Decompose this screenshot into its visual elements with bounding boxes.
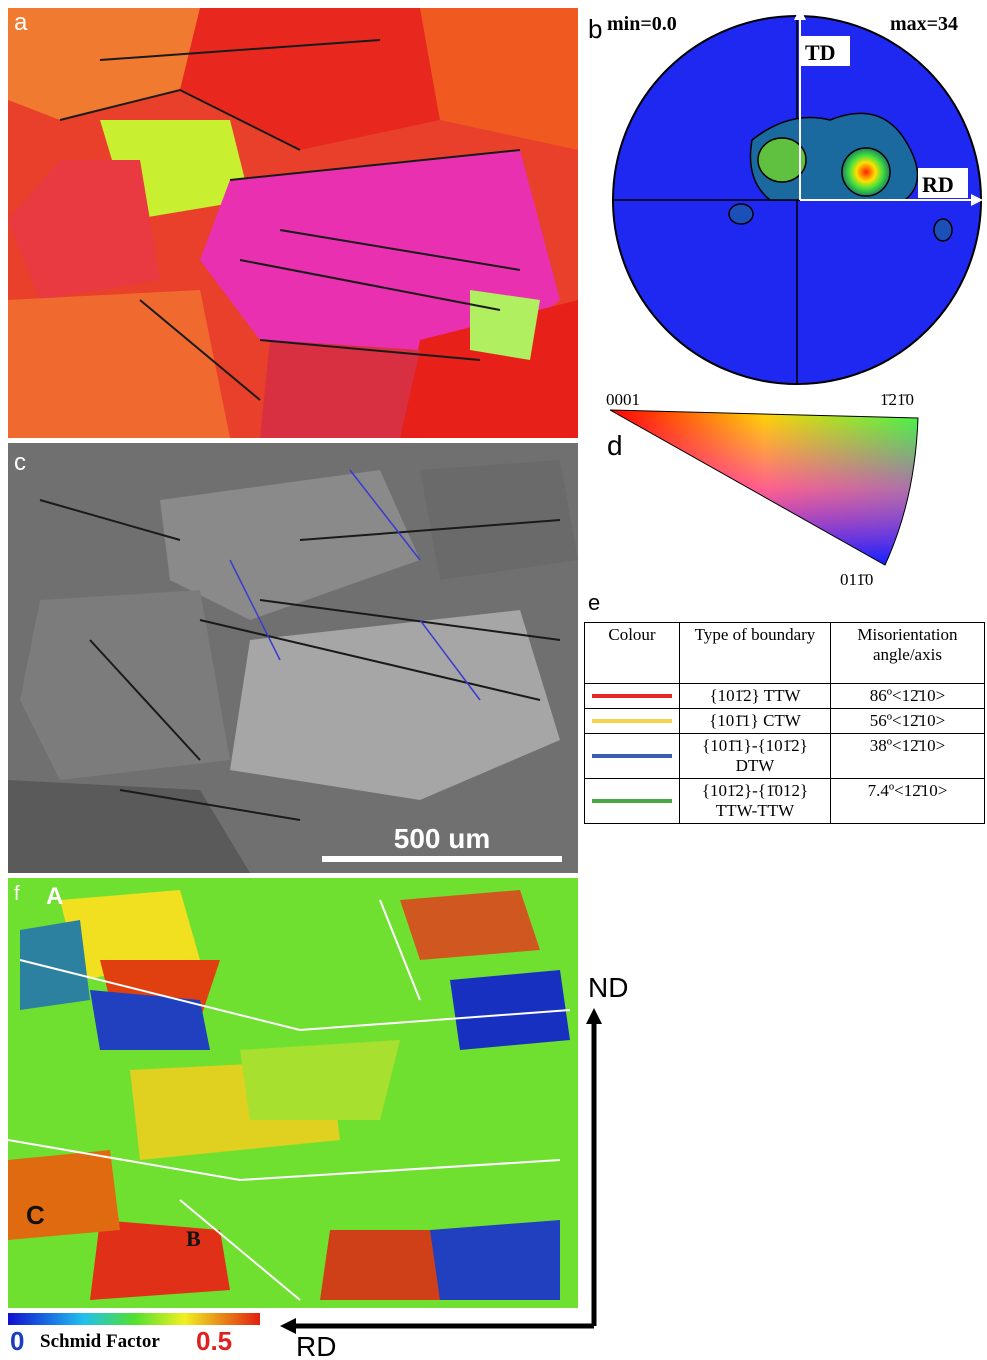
panel-label: a bbox=[14, 9, 28, 36]
axis-label: ND bbox=[588, 972, 628, 1003]
key-corner: 1̄21̄0 bbox=[880, 390, 914, 409]
axis-label: RD bbox=[296, 1331, 336, 1360]
ipf-key bbox=[610, 410, 918, 565]
max-label: max=34 bbox=[890, 13, 958, 35]
rd-label: RD bbox=[922, 172, 954, 197]
point-label: A bbox=[46, 883, 63, 910]
misorientation: 38º<12̄10> bbox=[830, 734, 984, 779]
colour-cell bbox=[585, 734, 680, 779]
schmid-colorbar bbox=[8, 1313, 260, 1325]
panel-label: e bbox=[588, 590, 600, 615]
boundary-colour-line bbox=[592, 719, 672, 723]
key-corner: 0001 bbox=[606, 390, 640, 409]
colour-cell bbox=[585, 684, 680, 709]
scale-bar-label: 500 um bbox=[394, 823, 491, 854]
td-label: TD bbox=[805, 40, 836, 65]
panel-label: c bbox=[14, 449, 26, 476]
colorbar-min: 0 bbox=[10, 1326, 24, 1356]
header-cell: Misorientation angle/axis bbox=[830, 623, 984, 684]
boundary-type: {101̄2}-{1̄012} TTW-TTW bbox=[680, 779, 831, 824]
colour-cell bbox=[585, 709, 680, 734]
point-label: C bbox=[26, 1200, 45, 1230]
boundary-colour-line bbox=[592, 799, 672, 803]
header-cell: Type of boundary bbox=[680, 623, 831, 684]
colorbar-title: Schmid Factor bbox=[40, 1331, 160, 1352]
point-label: B bbox=[186, 1226, 201, 1251]
boundary-type: {101̄1}-{101̄2} DTW bbox=[680, 734, 831, 779]
colorbar-max: 0.5 bbox=[196, 1326, 232, 1356]
misorientation: 86º<12̄10> bbox=[830, 684, 984, 709]
misorientation: 56º<12̄10> bbox=[830, 709, 984, 734]
ipf-map bbox=[8, 8, 578, 438]
min-label: min=0.0 bbox=[607, 13, 677, 35]
boundary-type: {101̄1} CTW bbox=[680, 709, 831, 734]
misorientation: 7.4º<12̄10> bbox=[830, 779, 984, 824]
panel-label: f bbox=[14, 883, 20, 905]
key-corner: 011̄0 bbox=[840, 570, 873, 589]
panel-label: b bbox=[588, 14, 602, 44]
boundary-colour-line bbox=[592, 694, 672, 698]
figure: a b min=0.0 max=34 TD RD 0001 1̄21̄0 011… bbox=[0, 0, 987, 1360]
colour-cell bbox=[585, 779, 680, 824]
header-cell: Colour bbox=[585, 623, 680, 684]
band-contrast-map bbox=[8, 443, 578, 873]
boundary-type: {101̄2} TTW bbox=[680, 684, 831, 709]
boundary-colour-line bbox=[592, 754, 672, 758]
panel-label: d bbox=[607, 430, 623, 461]
schmid-map bbox=[8, 878, 578, 1308]
